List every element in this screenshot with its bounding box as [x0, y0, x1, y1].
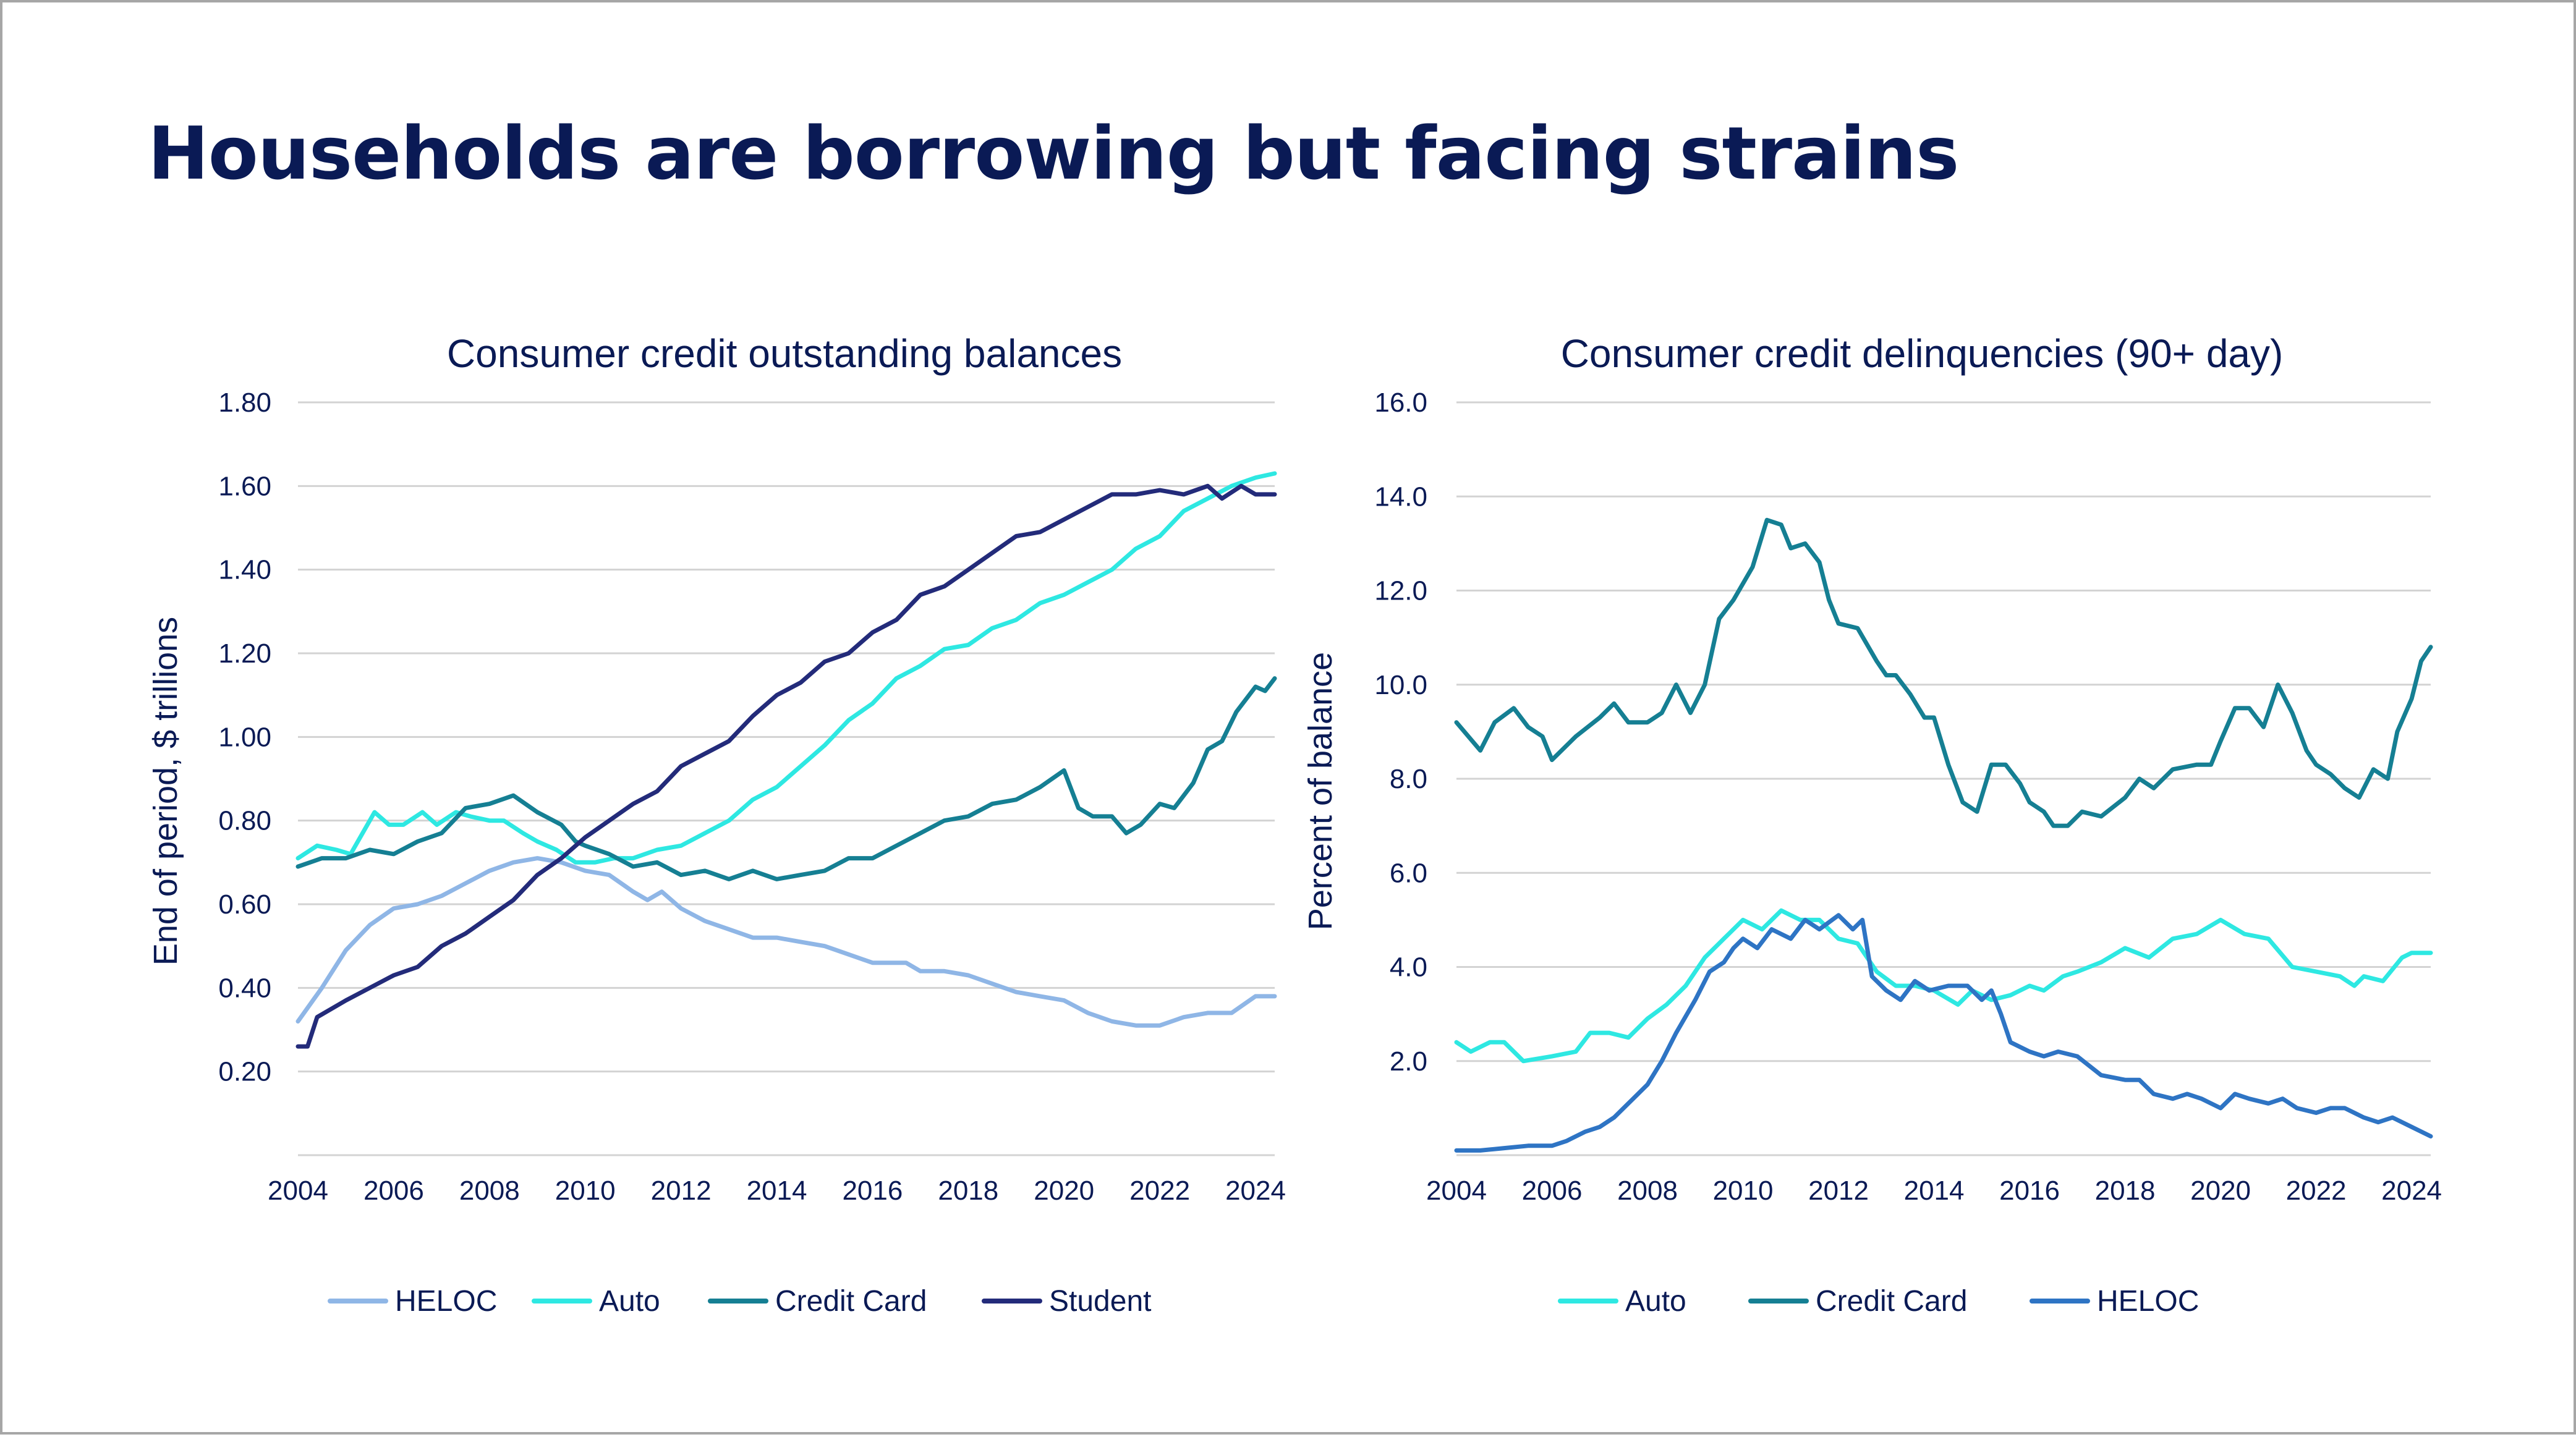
balances-y-tick-label: 0.80 — [218, 806, 271, 836]
delinquencies-y-tick-label: 14.0 — [1374, 481, 1427, 512]
balances-y-tick-label: 1.80 — [218, 388, 271, 418]
balances-y-tick-label: 1.40 — [218, 555, 271, 585]
delinquencies-y-tick-label: 10.0 — [1374, 670, 1427, 700]
balances-y-axis-label: End of period, $ trillions — [147, 617, 184, 965]
balances-x-tick-label: 2020 — [1034, 1176, 1094, 1206]
balances-x-tick-label: 2012 — [651, 1176, 712, 1206]
balances-x-tick-label: 2016 — [842, 1176, 903, 1206]
balances-x-tick-label: 2022 — [1129, 1176, 1190, 1206]
balances-series-heloc — [295, 856, 1277, 1028]
balances-x-tick-label: 2010 — [555, 1176, 616, 1206]
delinquencies-x-tick-label: 2022 — [2286, 1176, 2347, 1206]
delinquencies-series-heloc — [1454, 913, 2433, 1153]
balances-x-tick-label: 2024 — [1225, 1176, 1286, 1206]
balances-series-auto — [295, 471, 1277, 865]
balances-x-tick-label: 2004 — [268, 1176, 328, 1206]
delinquencies-x-tick-label: 2020 — [2190, 1176, 2251, 1206]
delinquencies-y-tick-label: 2.0 — [1390, 1046, 1427, 1077]
delinquencies-x-tick-label: 2008 — [1617, 1176, 1678, 1206]
delinquencies-legend-label: Credit Card — [1816, 1285, 1967, 1318]
delinquencies-y-tick-label: 4.0 — [1390, 952, 1427, 983]
balances-legend-label: Credit Card — [775, 1285, 927, 1318]
delinquencies-series-credit-card — [1454, 517, 2433, 828]
delinquencies-y-tick-label: 8.0 — [1390, 764, 1427, 794]
page-title: Households are borrowing but facing stra… — [148, 111, 1959, 196]
balances-y-tick-label: 1.20 — [218, 638, 271, 669]
delinquencies-legend-label: HELOC — [2097, 1285, 2199, 1318]
delinquencies-legend-label: Auto — [1625, 1285, 1686, 1318]
balances-series-credit-card — [295, 676, 1277, 881]
delinquencies-x-tick-label: 2006 — [1522, 1176, 1583, 1206]
balances-chart-title: Consumer credit outstanding balances — [447, 331, 1122, 376]
delinquencies-x-tick-label: 2018 — [2095, 1176, 2156, 1206]
balances-legend-label: HELOC — [395, 1285, 497, 1318]
delinquencies-y-tick-label: 16.0 — [1374, 388, 1427, 418]
balances-y-tick-label: 0.20 — [218, 1057, 271, 1087]
delinquencies-y-axis-label: Percent of balance — [1302, 652, 1339, 930]
balances-legend-label: Auto — [599, 1285, 660, 1318]
balances-y-tick-label: 0.60 — [218, 889, 271, 920]
delinquencies-x-tick-label: 2014 — [1904, 1176, 1965, 1206]
balances-legend-label: Student — [1049, 1285, 1151, 1318]
delinquencies-y-tick-label: 12.0 — [1374, 576, 1427, 606]
delinquencies-chart-title: Consumer credit delinquencies (90+ day) — [1561, 331, 2284, 376]
balances-y-tick-label: 1.00 — [218, 722, 271, 752]
balances-x-tick-label: 2006 — [363, 1176, 424, 1206]
delinquencies-x-tick-label: 2012 — [1808, 1176, 1869, 1206]
balances-series-student — [295, 483, 1277, 1049]
balances-x-tick-label: 2018 — [938, 1176, 998, 1206]
delinquencies-x-tick-label: 2004 — [1426, 1176, 1487, 1206]
balances-y-tick-label: 0.40 — [218, 973, 271, 1003]
delinquencies-x-tick-label: 2016 — [1999, 1176, 2060, 1206]
delinquencies-x-tick-label: 2010 — [1713, 1176, 1774, 1206]
balances-y-tick-label: 1.60 — [218, 471, 271, 501]
balances-x-tick-label: 2014 — [747, 1176, 807, 1206]
delinquencies-y-tick-label: 6.0 — [1390, 858, 1427, 888]
delinquencies-x-tick-label: 2024 — [2381, 1176, 2442, 1206]
balances-x-tick-label: 2008 — [459, 1176, 520, 1206]
